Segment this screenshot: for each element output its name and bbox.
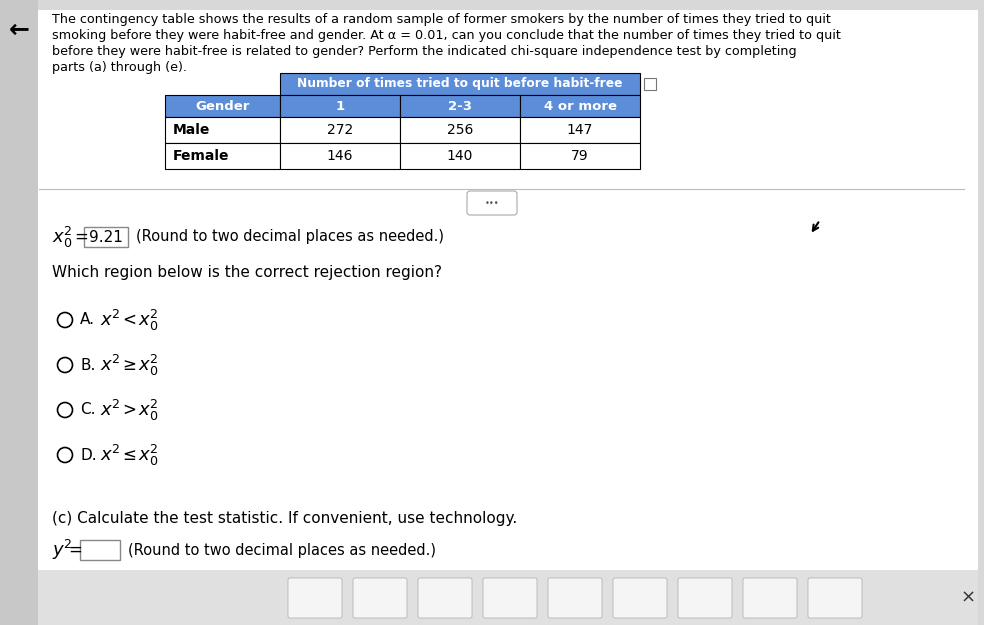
Text: $x^2$: $x^2$ [100,445,121,465]
Text: (Round to two decimal places as needed.): (Round to two decimal places as needed.) [128,542,436,558]
Text: A.: A. [80,312,95,328]
Circle shape [57,357,73,372]
FancyBboxPatch shape [467,191,517,215]
Text: before they were habit-free is related to gender? Perform the indicated chi-squa: before they were habit-free is related t… [52,45,797,58]
Text: $x_0^2$: $x_0^2$ [138,442,158,468]
Text: >: > [122,401,136,419]
Text: Which region below is the correct rejection region?: Which region below is the correct reject… [52,264,442,279]
FancyBboxPatch shape [280,73,640,95]
FancyBboxPatch shape [400,95,520,117]
Text: The contingency table shows the results of a random sample of former smokers by : The contingency table shows the results … [52,13,830,26]
FancyBboxPatch shape [84,227,128,247]
FancyBboxPatch shape [613,578,667,618]
FancyBboxPatch shape [520,117,640,143]
FancyBboxPatch shape [678,578,732,618]
Text: $x_0^2$: $x_0^2$ [138,308,158,332]
FancyBboxPatch shape [38,10,978,570]
Text: $x^2$: $x^2$ [100,355,121,375]
Text: C.: C. [80,402,95,418]
Text: parts (a) through (e).: parts (a) through (e). [52,61,187,74]
FancyBboxPatch shape [0,0,38,625]
FancyBboxPatch shape [483,578,537,618]
FancyBboxPatch shape [280,95,400,117]
Text: smoking before they were habit-free and gender. At α = 0.01, can you conclude th: smoking before they were habit-free and … [52,29,841,42]
FancyBboxPatch shape [520,143,640,169]
FancyBboxPatch shape [400,117,520,143]
FancyBboxPatch shape [280,117,400,143]
FancyBboxPatch shape [808,578,862,618]
Text: ≥: ≥ [122,356,136,374]
Text: B.: B. [80,357,95,372]
FancyBboxPatch shape [548,578,602,618]
Text: (Round to two decimal places as needed.): (Round to two decimal places as needed.) [136,229,444,244]
FancyBboxPatch shape [400,143,520,169]
Text: 2-3: 2-3 [448,99,472,112]
Text: 79: 79 [571,149,588,163]
Text: 4 or more: 4 or more [543,99,617,112]
Text: 272: 272 [327,123,353,137]
Text: $x_0^2$: $x_0^2$ [138,398,158,422]
Text: ×: × [960,589,975,607]
FancyBboxPatch shape [165,95,280,117]
FancyBboxPatch shape [280,143,400,169]
Text: 256: 256 [447,123,473,137]
Text: ≤: ≤ [122,446,136,464]
Text: 140: 140 [447,149,473,163]
FancyBboxPatch shape [80,540,120,560]
Text: Number of times tried to quit before habit-free: Number of times tried to quit before hab… [297,78,623,91]
FancyBboxPatch shape [743,578,797,618]
FancyBboxPatch shape [353,578,407,618]
Text: •••: ••• [485,199,499,208]
FancyBboxPatch shape [165,143,280,169]
Text: =: = [74,228,88,246]
Text: 147: 147 [567,123,593,137]
Text: $x^2$: $x^2$ [100,310,121,330]
Text: <: < [122,311,136,329]
Text: (c) Calculate the test statistic. If convenient, use technology.: (c) Calculate the test statistic. If con… [52,511,518,526]
FancyBboxPatch shape [520,95,640,117]
Text: $x_0^2$: $x_0^2$ [138,352,158,377]
Circle shape [57,448,73,462]
FancyBboxPatch shape [288,578,342,618]
Text: 1: 1 [336,99,344,112]
Circle shape [57,312,73,328]
Text: =: = [68,541,82,559]
FancyBboxPatch shape [644,78,656,90]
Text: Female: Female [173,149,229,163]
Text: $y^2$: $y^2$ [52,538,73,562]
FancyBboxPatch shape [418,578,472,618]
Text: $x^2$: $x^2$ [100,400,121,420]
Text: Gender: Gender [195,99,250,112]
FancyBboxPatch shape [38,570,978,625]
FancyBboxPatch shape [165,117,280,143]
Text: D.: D. [80,448,96,462]
Text: 9.21: 9.21 [90,229,123,244]
Circle shape [57,402,73,418]
Text: Male: Male [173,123,211,137]
Text: 146: 146 [327,149,353,163]
Text: $x_0^2$: $x_0^2$ [52,224,73,249]
Text: ←: ← [9,18,30,42]
